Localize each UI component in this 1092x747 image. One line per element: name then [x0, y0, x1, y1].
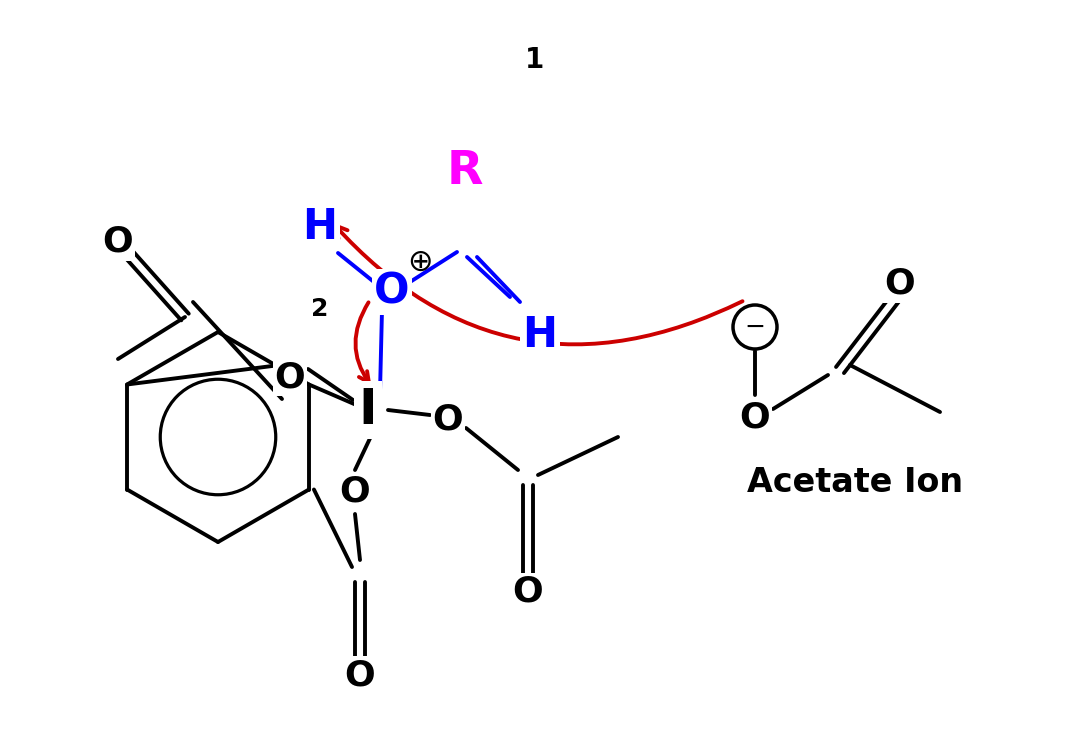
Text: O: O	[103, 225, 133, 259]
Text: 2: 2	[311, 297, 329, 321]
Text: O: O	[345, 658, 376, 692]
Text: ⊕: ⊕	[407, 247, 432, 276]
Text: H: H	[302, 206, 337, 248]
Text: O: O	[432, 403, 463, 437]
Text: O: O	[885, 267, 915, 301]
Text: 1: 1	[525, 46, 545, 74]
Text: O: O	[739, 400, 770, 434]
Text: O: O	[340, 475, 370, 509]
Text: R: R	[447, 149, 484, 194]
Text: I: I	[358, 386, 378, 434]
Text: −: −	[745, 315, 765, 339]
Text: O: O	[274, 360, 306, 394]
Text: H: H	[522, 314, 558, 356]
Text: Acetate Ion: Acetate Ion	[747, 465, 963, 498]
Text: O: O	[512, 575, 544, 609]
Text: O: O	[375, 271, 410, 313]
